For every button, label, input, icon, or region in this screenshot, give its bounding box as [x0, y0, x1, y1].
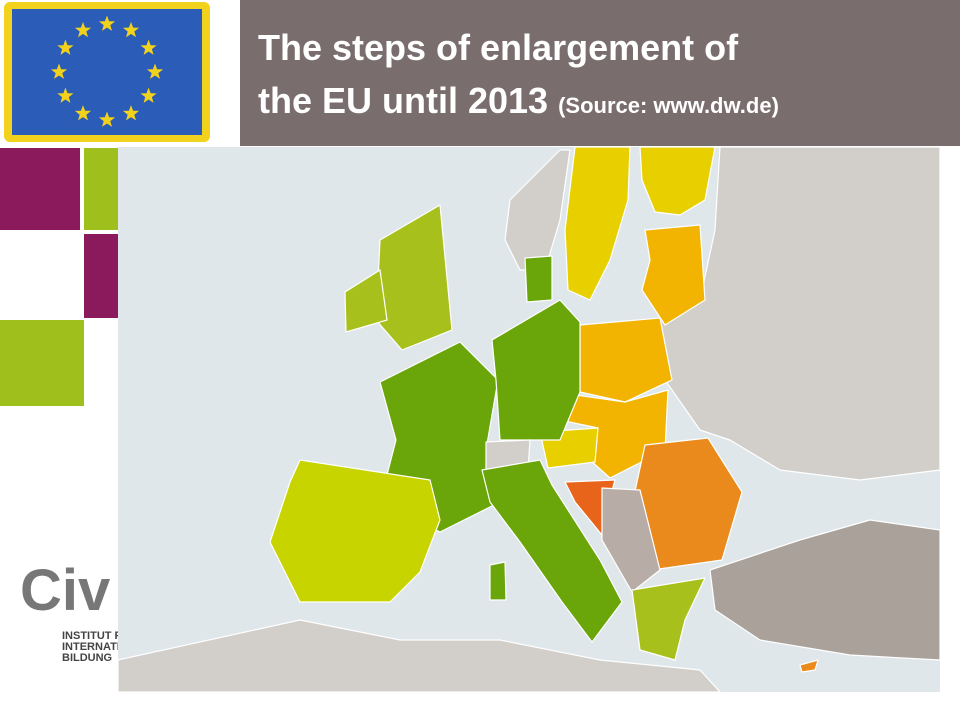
flag-star	[57, 87, 74, 103]
country	[504, 149, 571, 271]
flag-star	[57, 39, 74, 55]
logo-line: INSTITUT F	[62, 630, 122, 642]
country	[491, 299, 581, 441]
country	[489, 561, 507, 601]
map	[117, 146, 941, 693]
flag-star	[50, 63, 68, 79]
deco-square	[0, 148, 80, 230]
country	[639, 146, 941, 481]
flag-star	[74, 105, 92, 121]
title-text: the EU until 2013	[258, 80, 548, 121]
eu-flag	[4, 2, 210, 142]
country	[481, 459, 623, 643]
flag-star	[74, 21, 92, 38]
country	[554, 389, 669, 479]
country	[564, 146, 631, 301]
country	[524, 255, 553, 303]
logo-line: INTERNATI	[62, 641, 120, 653]
country	[631, 577, 706, 661]
country	[799, 659, 819, 673]
flag-star	[146, 63, 164, 79]
deco-square	[0, 320, 84, 406]
flag-star	[122, 105, 140, 121]
header-bar	[240, 0, 960, 146]
country	[117, 619, 721, 693]
country	[344, 269, 388, 333]
title-line: The steps of enlargement of	[258, 27, 739, 68]
deco-square	[84, 148, 118, 230]
title-line: the EU until 2013 (Source: www.dw.de)	[258, 80, 779, 121]
flag-star	[140, 39, 157, 55]
country	[709, 519, 941, 661]
flag-star	[122, 21, 140, 38]
country	[601, 487, 661, 593]
flag-star	[98, 111, 116, 127]
flag-star	[140, 87, 157, 103]
country	[269, 459, 441, 603]
country	[641, 224, 706, 326]
flag-star	[98, 15, 116, 31]
logo-line: BILDUNG	[62, 652, 112, 664]
logo-name: Civ	[20, 558, 110, 623]
country	[639, 146, 716, 216]
source: (Source: www.dw.de)	[558, 93, 779, 118]
deco-square	[84, 234, 118, 318]
